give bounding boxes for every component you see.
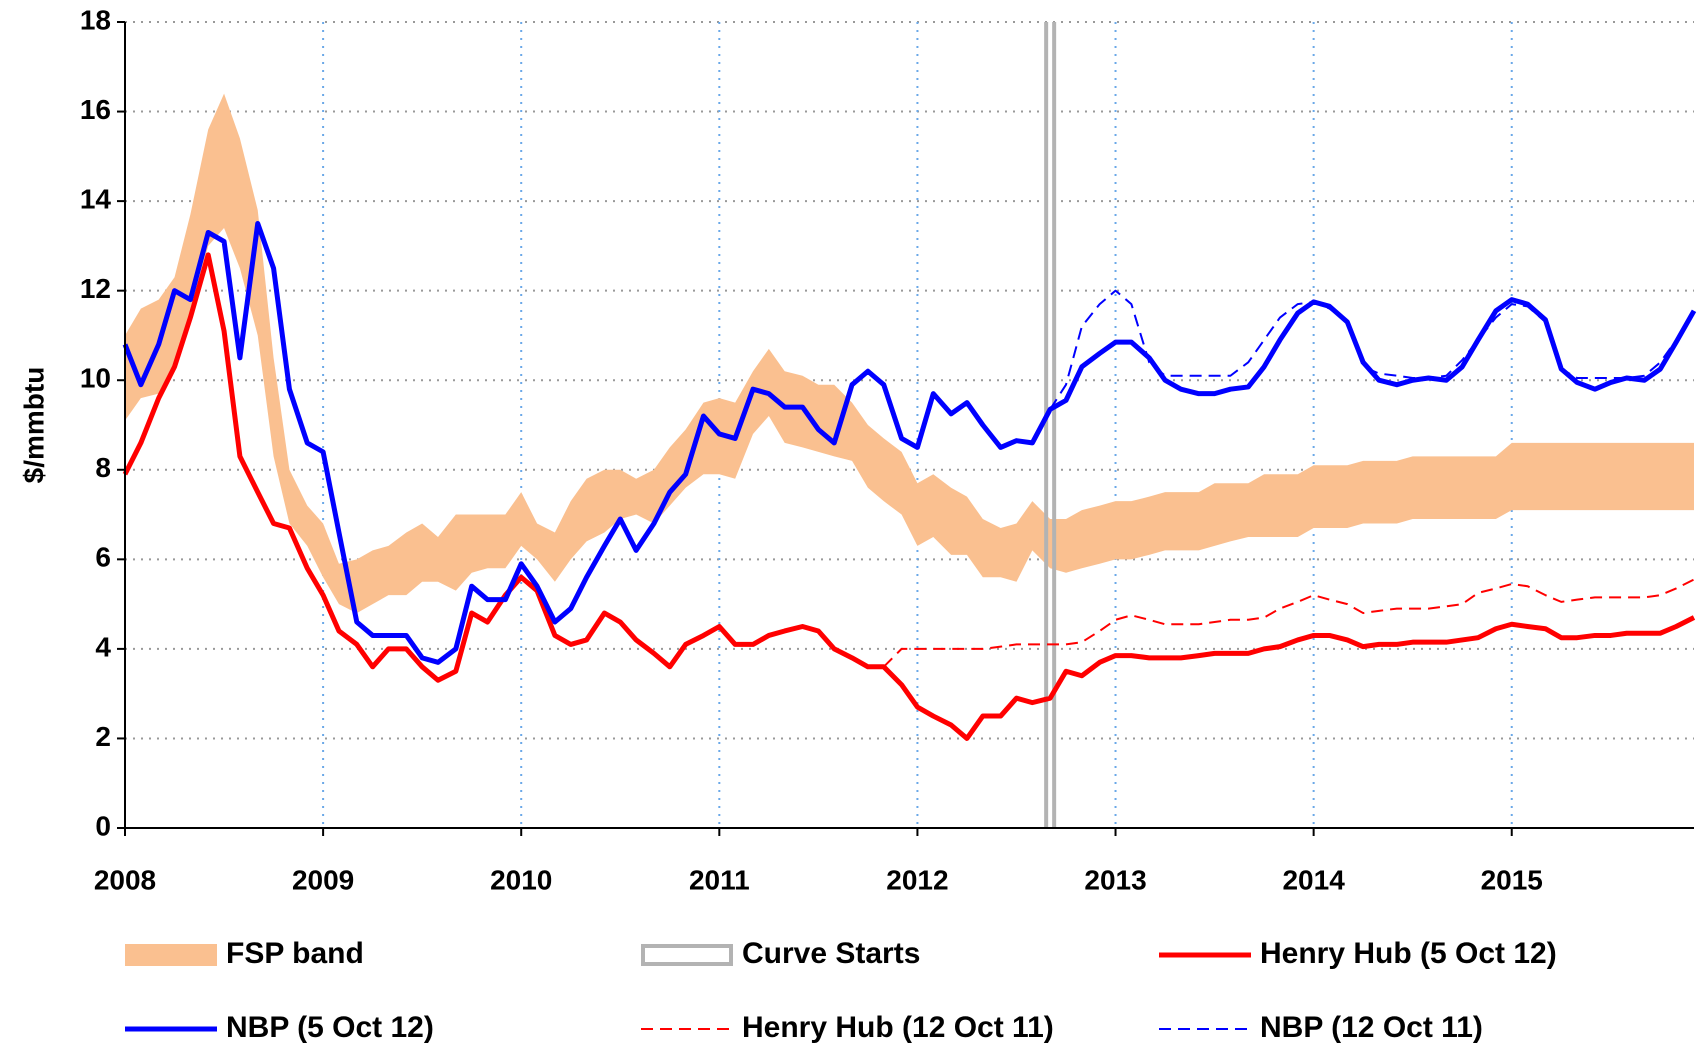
y-tick-label: 12 (80, 273, 111, 304)
x-tick-label: 2010 (490, 864, 552, 895)
y-tick-label: 16 (80, 94, 111, 125)
legend-label: Henry Hub (12 Oct 11) (742, 1011, 1054, 1044)
y-tick-label: 8 (95, 452, 111, 483)
y-tick-label: 6 (95, 542, 111, 573)
y-tick-label: 10 (80, 363, 111, 394)
x-tick-label: 2013 (1084, 864, 1146, 895)
series-line (1049, 289, 1695, 410)
legend-label: Curve Starts (742, 937, 920, 970)
y-axis-label: $/mmbtu (18, 367, 49, 484)
series-line (883, 578, 1695, 668)
series-line (122, 252, 1696, 741)
y-tick-label: 14 (80, 184, 112, 215)
legend-label: FSP band (226, 937, 364, 970)
y-tick-label: 18 (80, 4, 111, 35)
series-line (122, 221, 1697, 665)
x-tick-label: 2012 (886, 864, 948, 895)
fsp-band (125, 93, 1694, 614)
legend-label: NBP (12 Oct 11) (1260, 1011, 1483, 1044)
legend-swatch (125, 944, 217, 966)
y-tick-label: 2 (95, 721, 111, 752)
y-tick-label: 0 (95, 810, 111, 841)
x-tick-label: 2009 (292, 864, 354, 895)
x-tick-label: 2015 (1481, 864, 1543, 895)
legend-label: NBP (5 Oct 12) (226, 1011, 434, 1044)
plot-area (122, 22, 1697, 828)
x-tick-label: 2011 (689, 864, 750, 895)
legend-label: Henry Hub (5 Oct 12) (1260, 937, 1557, 970)
legend-swatch (641, 944, 733, 966)
x-tick-label: 2014 (1282, 864, 1345, 895)
x-tick-label: 2008 (94, 864, 156, 895)
y-tick-label: 4 (95, 631, 111, 662)
